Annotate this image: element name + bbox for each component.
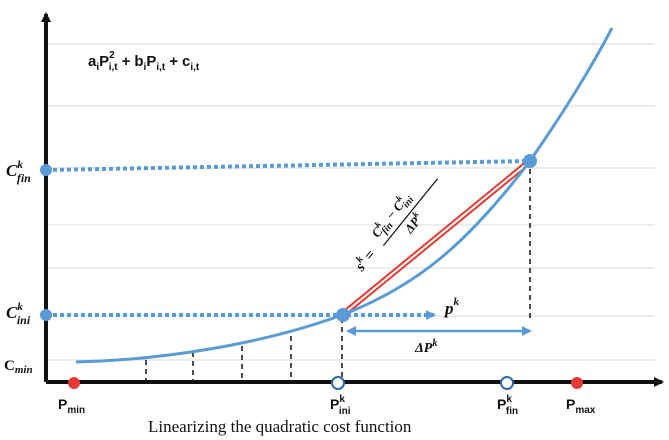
p-fin-label: Pk fin	[497, 394, 518, 417]
p-k-label: pk	[443, 296, 460, 318]
p-fin-marker	[500, 376, 514, 390]
quadratic-cost-curve	[75, 27, 614, 364]
c-ini-label: Ck ini	[6, 301, 31, 327]
p-min-label: Pmin	[58, 396, 85, 416]
p-max-label: Pmax	[566, 396, 596, 416]
p-ini-label: Pk ini	[330, 394, 351, 417]
p-ini-marker	[331, 376, 345, 390]
diagram-caption: Linearizing the quadratic cost function	[148, 417, 412, 436]
slope-formula: sk= Ckfin−Ckini ΔPk	[350, 178, 438, 275]
c-min-label: Cmin	[4, 358, 33, 376]
initial-point-marker	[336, 308, 350, 322]
c-ini-marker	[40, 309, 52, 321]
c-fin-projection	[45, 159, 531, 172]
vertical-dashed-lines	[145, 160, 531, 382]
c-fin-marker	[40, 164, 52, 176]
svg-text:sk=: sk=	[350, 245, 379, 275]
svg-text:Ckfin−Ckini: Ckfin−Ckini	[367, 188, 417, 243]
c-fin-label: Ck fin	[6, 159, 31, 185]
svg-text:ΔPk: ΔPk	[399, 209, 426, 237]
delta-p-label: ΔPk	[414, 338, 437, 356]
p-min-marker	[68, 377, 80, 389]
final-point-marker	[523, 154, 537, 168]
cost-formula: aiP2 i,t + biPi,t + ci,t	[88, 50, 200, 73]
secant-line	[340, 158, 532, 318]
p-max-marker	[571, 377, 583, 389]
